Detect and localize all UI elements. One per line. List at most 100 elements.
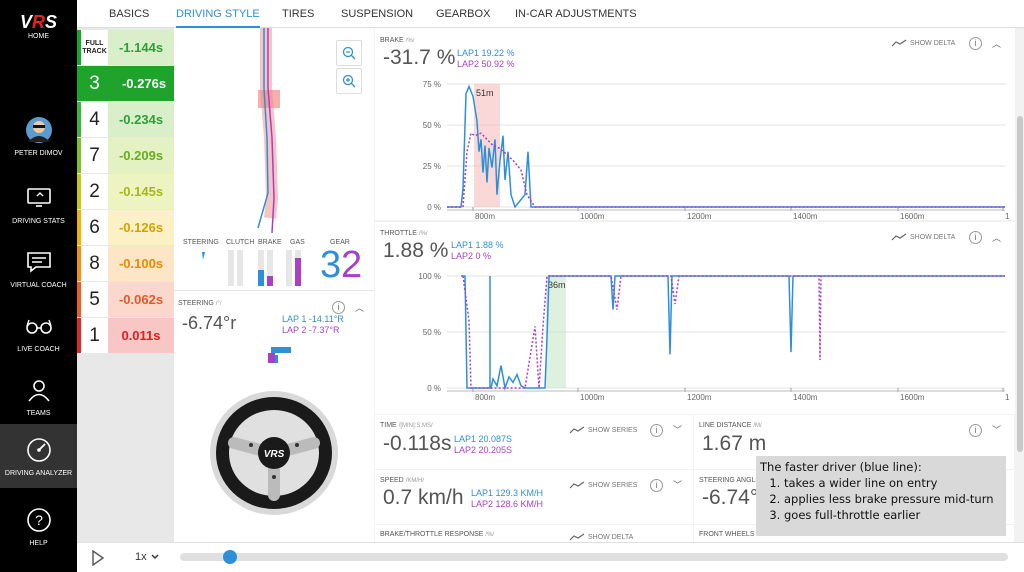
info-icon[interactable]: i [969,424,982,437]
gear-lap1: 3 [320,244,342,286]
sector-row[interactable]: 1 0.011s [77,318,174,353]
play-button[interactable] [91,549,105,571]
tab-basics[interactable]: BASICS [109,8,150,20]
sector-num: 5 [77,282,108,317]
time-value: -0.118s [383,432,452,455]
tab-tires[interactable]: TIRES [282,8,315,20]
input-label-brake: BRAKE [258,239,282,246]
brake-title: BRAKE /%/ [380,37,415,44]
collapse-icon[interactable]: ︿ [355,303,365,313]
y-tick-label: 50 % [423,328,441,337]
sector-num: 6 [77,210,108,245]
scrollbar-thumb[interactable] [1017,116,1023,452]
nav-label: DRIVING STATS [12,218,65,225]
sector-num: 4 [77,102,108,137]
x-tick-label: 1000m [580,212,605,220]
steering-angle-value: -6.74° [702,486,759,509]
trend-icon [569,426,585,434]
play-icon [92,549,105,567]
timeline-track[interactable] [180,550,1008,564]
info-icon[interactable]: i [332,301,345,314]
throttle-chart[interactable]: 100 % 50 % 0 % 800m 1000m 1200m 1400m 1600m 1 36m [375,268,1015,414]
collapse-icon[interactable]: ︿ [992,39,1002,49]
input-label-gear: GEAR [330,239,350,246]
show-series-button[interactable]: SHOW SERIES [569,426,637,434]
tab-gearbox[interactable]: GEARBOX [436,8,491,20]
sector-num: 2 [77,174,108,209]
sector-row[interactable]: 3 -0.276s [77,66,180,101]
pedal-bars [228,250,301,286]
speed-lap2: LAP2 128.6 KM/H [471,499,544,509]
user-profile[interactable]: PETER DIMOV [0,108,77,164]
sector-full-track[interactable]: FULL TRACK -1.144s [77,30,174,65]
info-icon[interactable]: i [650,424,663,437]
nav-label: VIRTUAL COACH [10,282,67,289]
collapse-icon[interactable]: ︿ [992,233,1002,243]
nav-live-coach[interactable]: LIVE COACH [0,300,77,364]
sector-row[interactable]: 8 -0.100s [77,246,174,281]
zoom-in-button[interactable] [336,68,362,94]
y-tick-label: 100 % [418,272,441,281]
nav-label: DRIVING ANALYZER [4,470,73,477]
speed-title: SPEED /KM/H/ [380,477,425,484]
speed-lap1: LAP1 129.3 KM/H [471,488,544,498]
expand-icon[interactable]: ﹀ [673,480,683,490]
sector-delta: -0.126s [108,210,174,245]
lap2-line [267,28,275,234]
time-lap2: LAP2 20.205S [454,445,513,455]
sector-num: 3 [77,66,108,101]
show-series-button[interactable]: SHOW SERIES [569,481,637,489]
show-delta-button[interactable]: SHOW DELTA [891,233,955,241]
x-tick-label: 1000m [580,393,605,402]
svg-text:?: ? [35,512,43,528]
throttle-title: THROTTLE /%/ [380,230,428,237]
playback-bar: 1x [77,542,1024,572]
home-button[interactable]: VRS HOME [0,0,77,52]
steering-lap2: LAP 2 -7.37°R [282,325,340,335]
zoom-out-button[interactable] [336,40,362,66]
x-tick-label: 800m [475,393,495,402]
sector-delta: -0.276s [108,66,180,101]
track-map[interactable] [174,28,374,238]
sector-row[interactable]: 5 -0.062s [77,282,174,317]
x-tick-label: 1400m [793,212,818,220]
nav-virtual-coach[interactable]: VIRTUAL COACH [0,236,77,300]
nav-label: HELP [29,540,48,547]
nav-driving-stats[interactable]: DRIVING STATS [0,172,77,236]
line-distance-value: 1.67 m [702,432,767,455]
tab-in-car-adjustments[interactable]: IN-CAR ADJUSTMENTS [515,8,637,20]
speed-value: 0.7 km/h [383,486,464,509]
throttle-value: 1.88 % [383,239,449,262]
info-icon[interactable]: i [969,37,982,50]
nav-help[interactable]: ? HELP [0,494,77,558]
note-item: goes full-throttle earlier [784,507,1002,523]
timeline-knob[interactable] [222,550,237,564]
speed-select[interactable]: 1x [135,551,159,563]
x-tick-label: 1600m [900,393,925,402]
sector-delta: -0.234s [108,102,174,137]
nav-driving-analyzer[interactable]: DRIVING ANALYZER [0,424,77,488]
brake-chart[interactable]: 75 % 50 % 25 % 0 % 800m 1000m 1200m 1400m 1600m 1… [375,76,1015,220]
nav-teams[interactable]: TEAMS [0,364,77,428]
tab-bar: BASICS DRIVING STYLE TIRES SUSPENSION GE… [77,0,1024,28]
show-delta-button[interactable]: SHOW DELTA [569,533,633,541]
tab-suspension[interactable]: SUSPENSION [341,8,414,20]
sector-row[interactable]: 4 -0.234s [77,102,174,137]
expand-icon[interactable]: ﹀ [992,425,1002,435]
scrollbar[interactable] [1016,28,1024,542]
sector-num: FULL TRACK [77,30,108,65]
throttle-lap2-line [462,275,1005,389]
show-delta-button[interactable]: SHOW DELTA [891,39,955,47]
sector-row[interactable]: 6 -0.126s [77,210,174,245]
x-tick-label: 1200m [687,212,712,220]
info-icon[interactable]: i [650,479,663,492]
sector-num: 7 [77,138,108,173]
sector-row[interactable]: 2 -0.145s [77,174,174,209]
expand-icon[interactable]: ﹀ [673,425,683,435]
info-icon[interactable]: i [969,231,982,244]
nav-label: LIVE COACH [17,346,60,353]
sector-row[interactable]: 7 -0.209s [77,138,174,173]
brake-lap2: LAP2 50.92 % [457,59,515,69]
home-label: HOME [28,33,49,40]
tab-driving-style[interactable]: DRIVING STYLE [176,0,260,28]
